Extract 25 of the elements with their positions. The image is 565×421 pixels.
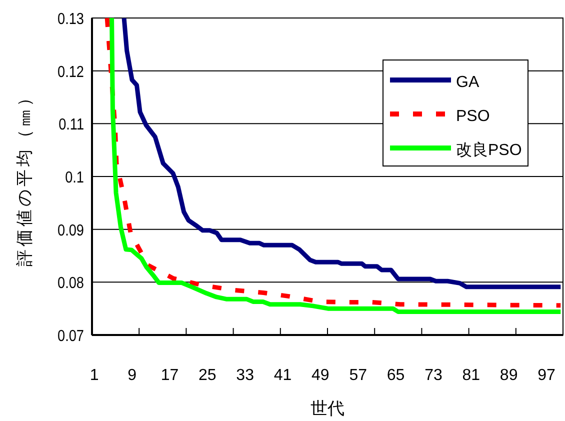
legend-label: GA [456, 74, 480, 91]
x-tick-label: 73 [424, 367, 442, 384]
legend-label: PSO [456, 108, 490, 125]
x-tick-label: 57 [349, 367, 368, 384]
x-tick-label: 81 [462, 367, 480, 384]
y-tick-label: 0.13 [58, 11, 84, 28]
y-tick-label: 0.07 [58, 328, 84, 346]
legend-label: 改良PSO [456, 141, 522, 159]
x-tick-label: 41 [274, 367, 292, 384]
x-tick-label: 33 [236, 367, 254, 384]
x-tick-label: 9 [128, 367, 137, 384]
y-tick-label: 0.1 [65, 170, 84, 187]
y-tick-label: 0.09 [58, 222, 84, 240]
y-axis-title: 評価値の平均（㎜） [15, 86, 34, 266]
y-tick-label: 0.11 [58, 116, 84, 134]
x-tick-label: 25 [198, 367, 216, 384]
x-tick-label: 65 [386, 367, 405, 384]
y-tick-label: 0.08 [58, 275, 84, 292]
x-tick-label: 1 [90, 367, 99, 384]
x-axis-title: 世代 [310, 399, 344, 418]
x-tick-label: 49 [312, 367, 330, 384]
y-tick-label: 0.12 [58, 64, 84, 82]
x-tick-label: 17 [160, 367, 179, 384]
x-tick-label: 97 [538, 367, 556, 384]
x-tick-label: 89 [500, 367, 518, 384]
